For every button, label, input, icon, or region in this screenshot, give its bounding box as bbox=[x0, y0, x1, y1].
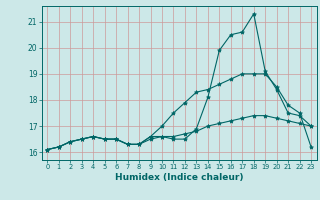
X-axis label: Humidex (Indice chaleur): Humidex (Indice chaleur) bbox=[115, 173, 244, 182]
